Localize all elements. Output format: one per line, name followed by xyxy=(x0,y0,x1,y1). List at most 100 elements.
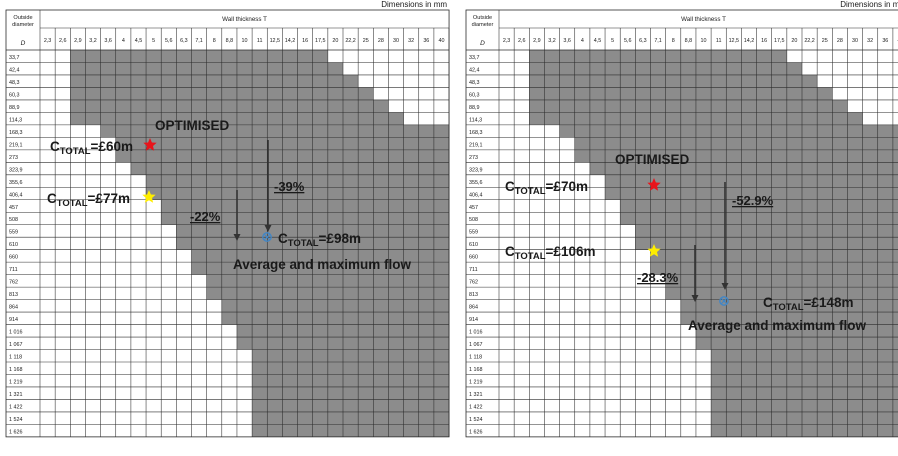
diameter-tick: 168,3 xyxy=(469,130,483,136)
shaded-band-row xyxy=(605,174,898,188)
diameter-tick: 508 xyxy=(469,217,478,223)
blue-marker-icon xyxy=(262,232,272,242)
diameter-tick: 168,3 xyxy=(9,130,23,136)
diameter-tick: 1 321 xyxy=(469,392,483,398)
dimensions-note: Dimensions in mm xyxy=(840,0,898,9)
thickness-tick: 32 xyxy=(408,38,414,44)
diameter-tick: 762 xyxy=(9,280,18,286)
thickness-tick: 6,3 xyxy=(639,38,647,44)
diameter-tick: 1 219 xyxy=(469,379,483,385)
thickness-tick: 12,5 xyxy=(270,38,281,44)
diameter-tick: 610 xyxy=(469,242,478,248)
diameter-tick: 559 xyxy=(9,230,18,236)
diameter-tick: 273 xyxy=(469,155,478,161)
thickness-tick: 22,2 xyxy=(345,38,356,44)
diameter-tick: 60,3 xyxy=(469,92,480,98)
outside-label: Outside xyxy=(13,15,32,21)
arrow-b-head xyxy=(691,295,699,302)
diameter-tick: 273 xyxy=(9,155,18,161)
shaded-band-row xyxy=(711,362,898,375)
shaded-band-row xyxy=(680,312,898,325)
diameter-tick: 219,1 xyxy=(9,142,23,148)
diameter-tick: 355,6 xyxy=(9,180,23,186)
diameter-tick: 33,7 xyxy=(9,55,20,61)
shaded-band-row xyxy=(711,349,898,362)
diameter-tick: 1 626 xyxy=(469,429,483,435)
thickness-tick: 2,9 xyxy=(74,38,82,44)
diameter-tick: 1 219 xyxy=(9,379,23,385)
thickness-tick: 2,3 xyxy=(44,38,52,44)
diameter-tick: 1 016 xyxy=(9,330,23,336)
thickness-tick: 28 xyxy=(378,38,384,44)
diameter-tick: 711 xyxy=(469,267,478,273)
shaded-band-row xyxy=(161,212,450,225)
diameter-tick: 33,7 xyxy=(469,55,480,61)
reduction-label-a: -39% xyxy=(274,179,305,194)
thickness-tick: 22,2 xyxy=(804,38,815,44)
shaded-band-row xyxy=(635,224,898,238)
diameter-tick: 660 xyxy=(9,255,18,261)
diameter-tick: 457 xyxy=(469,205,478,211)
thickness-tick: 36 xyxy=(423,38,429,44)
diameter-tick: 406,4 xyxy=(9,192,23,198)
red-star-icon xyxy=(647,178,661,191)
shaded-band-row xyxy=(711,386,898,400)
thickness-tick: 17,5 xyxy=(315,38,326,44)
thickness-tick: 8 xyxy=(213,38,216,44)
arrow-b-head xyxy=(233,234,241,241)
diameter-tick: 864 xyxy=(9,305,18,311)
shaded-band-row xyxy=(252,349,450,362)
cost-label-b: CTOTAL=£106m xyxy=(505,244,595,262)
thickness-tick: 3,6 xyxy=(104,38,112,44)
diameter-tick: 88,9 xyxy=(9,105,20,111)
shaded-band-row xyxy=(650,249,898,263)
thickness-tick: 4 xyxy=(122,38,125,44)
diameter-tick: 864 xyxy=(469,305,478,311)
diameter-label: diameter xyxy=(472,22,494,28)
reduction-label-b: -22% xyxy=(190,209,221,224)
shaded-band-row xyxy=(252,362,450,375)
optimised-label: OPTIMISED xyxy=(615,152,690,167)
thickness-tick: 8,8 xyxy=(685,38,693,44)
shaded-band-row xyxy=(711,424,898,437)
d-symbol: D xyxy=(480,40,485,47)
thickness-tick: 6,3 xyxy=(180,38,188,44)
diameter-tick: 323,9 xyxy=(469,167,483,173)
shaded-band-row xyxy=(665,274,898,288)
shaded-band-row xyxy=(252,411,450,425)
shaded-band-row xyxy=(711,411,898,425)
diameter-tick: 406,4 xyxy=(469,192,483,198)
shaded-band-row xyxy=(191,249,450,263)
thickness-tick: 5,6 xyxy=(165,38,173,44)
shaded-band-row xyxy=(252,386,450,400)
shaded-band-row xyxy=(635,237,898,250)
thickness-tick: 32 xyxy=(867,38,873,44)
thickness-tick: 25 xyxy=(822,38,828,44)
shaded-band-row xyxy=(711,374,898,387)
cost-label-a: CTOTAL=£70m xyxy=(505,179,588,197)
diameter-tick: 1 016 xyxy=(469,330,483,336)
shaded-band-row xyxy=(620,212,898,225)
dimensions-note: Dimensions in mm xyxy=(381,0,447,9)
shaded-band-row xyxy=(529,74,818,88)
thickness-tick: 28 xyxy=(837,38,843,44)
diameter-tick: 42,4 xyxy=(469,67,480,73)
diameter-tick: 1 321 xyxy=(9,392,23,398)
shaded-band-row xyxy=(680,299,898,313)
diameter-tick: 114,3 xyxy=(469,117,482,123)
diameter-tick: 508 xyxy=(9,217,18,223)
shaded-band-row xyxy=(589,162,898,175)
diameter-tick: 1 118 xyxy=(469,355,482,361)
thickness-tick: 2,9 xyxy=(533,38,541,44)
shaded-band-row xyxy=(252,424,450,437)
thickness-tick: 8,8 xyxy=(226,38,234,44)
shaded-band-row xyxy=(605,187,898,200)
cost-label-c: CTOTAL=£148m xyxy=(763,295,853,313)
diameter-tick: 762 xyxy=(469,280,478,286)
diameter-tick: 1 422 xyxy=(469,404,483,410)
diameter-tick: 813 xyxy=(9,292,18,298)
wall-thickness-label: Wall thickness T xyxy=(222,16,267,23)
outside-label: Outside xyxy=(473,15,492,21)
